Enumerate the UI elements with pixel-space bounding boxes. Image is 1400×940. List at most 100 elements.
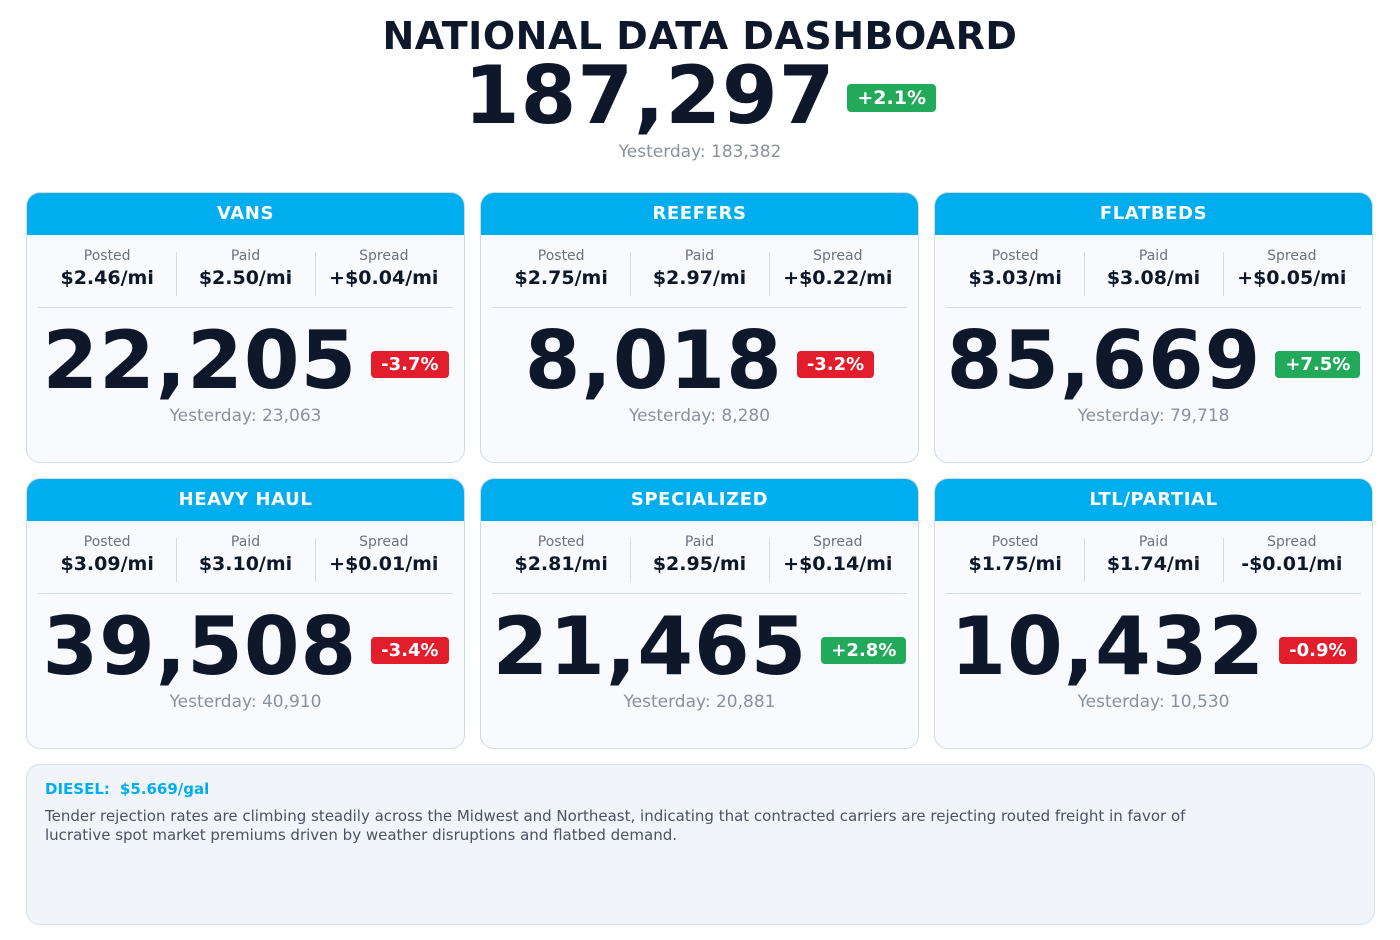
rate-value: +$0.22/mi bbox=[783, 267, 893, 289]
yesterday-value: Yesterday: 8,280 bbox=[628, 406, 771, 426]
rate-value: +$0.14/mi bbox=[783, 553, 893, 575]
yesterday-value: Yesterday: 79,718 bbox=[1077, 406, 1230, 426]
rate-spread: Spread +$0.22/mi bbox=[768, 248, 907, 297]
rate-label: Posted bbox=[83, 248, 131, 264]
load-count: 8,018 bbox=[524, 314, 783, 407]
rate-value: +$0.04/mi bbox=[329, 267, 439, 289]
rate-spread: Spread +$0.14/mi bbox=[768, 534, 907, 583]
rate-posted: Posted $1.75/mi bbox=[946, 534, 1084, 583]
national-yesterday: Yesterday: 183,382 bbox=[618, 142, 782, 162]
national-change-badge: +2.1% bbox=[847, 84, 936, 112]
rate-paid: Paid $2.95/mi bbox=[630, 534, 768, 583]
rate-value: $3.03/mi bbox=[968, 267, 1062, 289]
change-badge: +7.5% bbox=[1275, 350, 1361, 378]
card-flatbeds: FLATBEDS Posted $3.03/mi Paid $3.08/mi S… bbox=[934, 192, 1373, 463]
rate-spread: Spread -$0.01/mi bbox=[1222, 534, 1361, 583]
load-count-row: 22,205 -3.7% bbox=[27, 315, 464, 407]
diesel-value: $5.669/gal bbox=[119, 780, 210, 798]
rate-value: -$0.01/mi bbox=[1241, 553, 1343, 575]
rate-paid: Paid $2.97/mi bbox=[630, 248, 768, 297]
rate-value: +$0.05/mi bbox=[1237, 267, 1347, 289]
rate-value: $2.75/mi bbox=[514, 267, 608, 289]
rate-value: $2.97/mi bbox=[652, 267, 747, 289]
yesterday-value: Yesterday: 23,063 bbox=[169, 406, 322, 426]
rate-spread: Spread +$0.05/mi bbox=[1222, 248, 1361, 297]
national-total-value: 187,297 bbox=[464, 49, 836, 142]
national-total: 187,297 +2.1% bbox=[0, 52, 1400, 140]
rate-paid: Paid $2.50/mi bbox=[176, 248, 314, 297]
rate-label: Posted bbox=[991, 248, 1039, 264]
rate-value: $1.75/mi bbox=[968, 553, 1062, 575]
rate-row: Posted $3.09/mi Paid $3.10/mi Spread +$0… bbox=[38, 534, 453, 594]
change-badge: -0.9% bbox=[1279, 636, 1357, 664]
load-count-row: 85,669 +7.5% bbox=[935, 315, 1372, 407]
rate-label: Paid bbox=[1138, 248, 1169, 264]
rate-row: Posted $2.75/mi Paid $2.97/mi Spread +$0… bbox=[492, 248, 907, 308]
rate-paid: Paid $3.08/mi bbox=[1084, 248, 1222, 297]
rate-label: Posted bbox=[991, 534, 1039, 550]
change-badge: -3.2% bbox=[796, 350, 875, 378]
load-count: 10,432 bbox=[950, 600, 1266, 693]
load-count-row: 39,508 -3.4% bbox=[27, 601, 464, 693]
load-count: 21,465 bbox=[492, 600, 808, 693]
card-specialized: SPECIALIZED Posted $2.81/mi Paid $2.95/m… bbox=[480, 478, 919, 749]
rate-label: Paid bbox=[230, 248, 261, 264]
card-vans: VANS Posted $2.46/mi Paid $2.50/mi Sprea… bbox=[26, 192, 465, 463]
yesterday-value: Yesterday: 10,530 bbox=[1077, 692, 1230, 712]
rate-label: Spread bbox=[1267, 534, 1317, 550]
card-title: FLATBEDS bbox=[935, 193, 1372, 235]
rate-label: Paid bbox=[684, 534, 715, 550]
rate-row: Posted $2.46/mi Paid $2.50/mi Spread +$0… bbox=[38, 248, 453, 308]
diesel-price: DIESEL: $5.669/gal bbox=[45, 779, 1356, 799]
rate-label: Paid bbox=[684, 248, 715, 264]
page-title: NATIONAL DATA DASHBOARD bbox=[382, 14, 1018, 58]
rate-label: Paid bbox=[1138, 534, 1169, 550]
rate-label: Paid bbox=[230, 534, 261, 550]
card-title: LTL/PARTIAL bbox=[935, 479, 1372, 521]
load-count: 85,669 bbox=[946, 314, 1262, 407]
card-title: VANS bbox=[27, 193, 464, 235]
rate-row: Posted $3.03/mi Paid $3.08/mi Spread +$0… bbox=[946, 248, 1361, 308]
market-notes-panel: DIESEL: $5.669/gal Tender rejection rates… bbox=[26, 764, 1375, 925]
card-heavy-haul: HEAVY HAUL Posted $3.09/mi Paid $3.10/mi… bbox=[26, 478, 465, 749]
rate-posted: Posted $3.03/mi bbox=[946, 248, 1084, 297]
rate-posted: Posted $2.81/mi bbox=[492, 534, 630, 583]
rate-paid: Paid $3.10/mi bbox=[176, 534, 314, 583]
diesel-label: DIESEL: bbox=[45, 780, 110, 798]
rate-label: Posted bbox=[537, 248, 585, 264]
load-count: 22,205 bbox=[42, 314, 358, 407]
change-badge: +2.8% bbox=[821, 636, 907, 664]
rate-value: $3.08/mi bbox=[1106, 267, 1201, 289]
rate-label: Spread bbox=[813, 534, 863, 550]
rate-label: Spread bbox=[813, 248, 863, 264]
rate-label: Posted bbox=[537, 534, 585, 550]
rate-value: $2.81/mi bbox=[514, 553, 608, 575]
rate-label: Spread bbox=[1267, 248, 1317, 264]
load-count-row: 10,432 -0.9% bbox=[935, 601, 1372, 693]
yesterday-value: Yesterday: 40,910 bbox=[169, 692, 322, 712]
rate-value: $2.95/mi bbox=[652, 553, 747, 575]
rate-posted: Posted $2.46/mi bbox=[38, 248, 176, 297]
change-badge: -3.7% bbox=[371, 350, 449, 378]
card-ltl-partial: LTL/PARTIAL Posted $1.75/mi Paid $1.74/m… bbox=[934, 478, 1373, 749]
rate-paid: Paid $1.74/mi bbox=[1084, 534, 1222, 583]
card-reefers: REEFERS Posted $2.75/mi Paid $2.97/mi Sp… bbox=[480, 192, 919, 463]
rate-value: +$0.01/mi bbox=[329, 553, 439, 575]
rate-label: Posted bbox=[83, 534, 131, 550]
market-commentary: Tender rejection rates are climbing stea… bbox=[45, 807, 1186, 844]
rate-row: Posted $2.81/mi Paid $2.95/mi Spread +$0… bbox=[492, 534, 907, 594]
rate-value: $2.50/mi bbox=[198, 267, 293, 289]
load-count: 39,508 bbox=[42, 600, 358, 693]
rate-row: Posted $1.75/mi Paid $1.74/mi Spread -$0… bbox=[946, 534, 1361, 594]
rate-label: Spread bbox=[359, 534, 409, 550]
card-title: SPECIALIZED bbox=[481, 479, 918, 521]
rate-value: $1.74/mi bbox=[1106, 553, 1201, 575]
rate-value: $2.46/mi bbox=[60, 267, 154, 289]
rate-posted: Posted $3.09/mi bbox=[38, 534, 176, 583]
card-title: HEAVY HAUL bbox=[27, 479, 464, 521]
load-count-row: 21,465 +2.8% bbox=[481, 601, 918, 693]
rate-label: Spread bbox=[359, 248, 409, 264]
rate-value: $3.10/mi bbox=[198, 553, 293, 575]
rate-posted: Posted $2.75/mi bbox=[492, 248, 630, 297]
load-count-row: 8,018 -3.2% bbox=[481, 315, 918, 407]
